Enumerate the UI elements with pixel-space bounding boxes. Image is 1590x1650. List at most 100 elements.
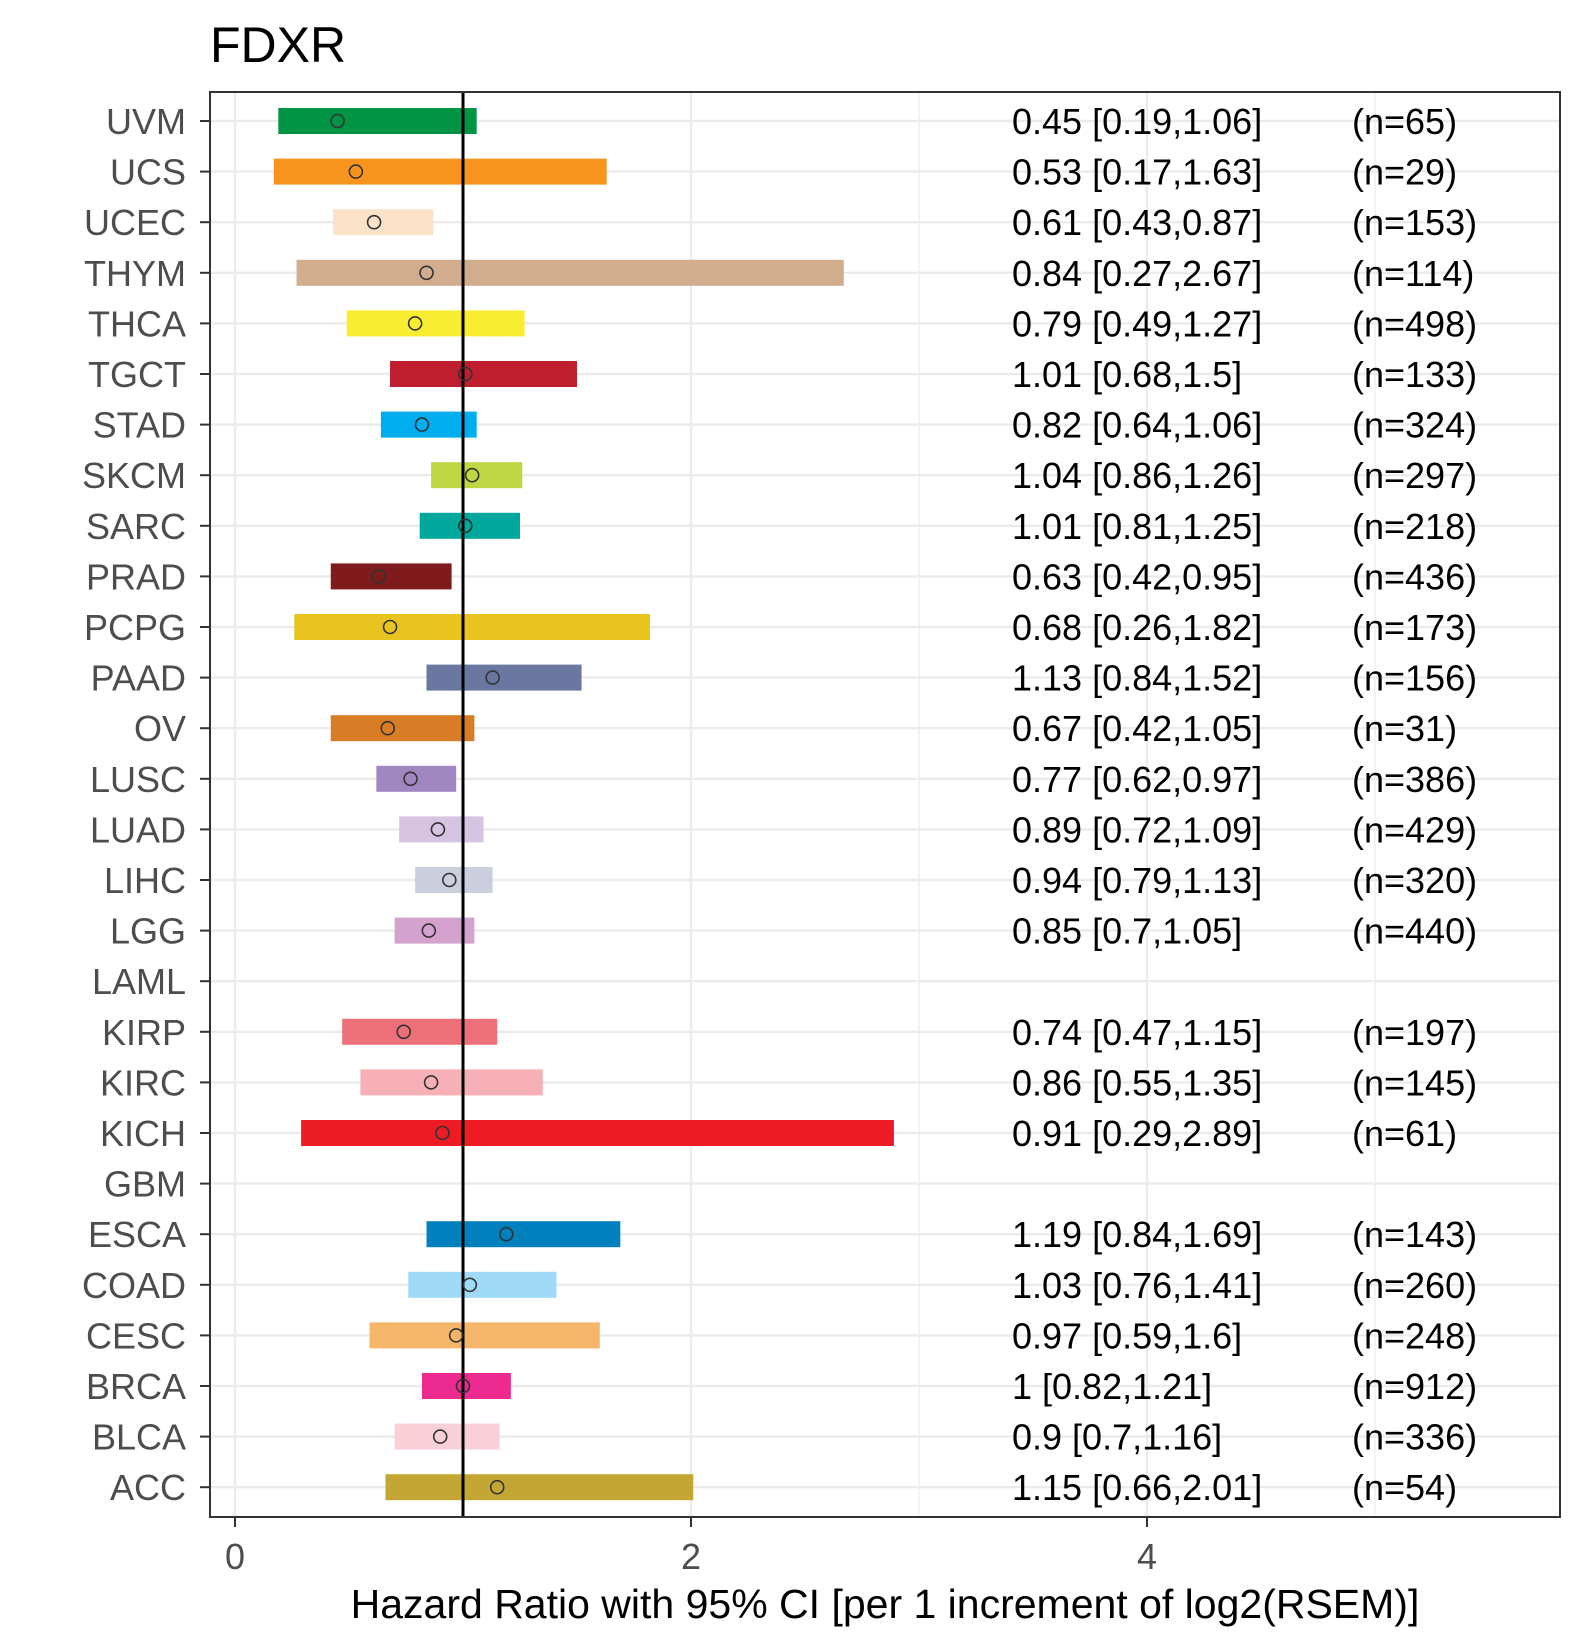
ci-bar-lihc	[415, 867, 493, 893]
ci-bar-coad	[408, 1271, 557, 1298]
ci-bar-sarc	[419, 512, 520, 539]
hr-ci-label-paad: 1.13 [0.84,1.52]	[1012, 658, 1262, 699]
n-label-pcpg: (n=173)	[1352, 607, 1477, 648]
hr-ci-label-kich: 0.91 [0.29,2.89]	[1012, 1113, 1262, 1154]
y-tick-label-ucec: UCEC	[84, 202, 186, 243]
hr-point-uvm	[330, 113, 345, 129]
hr-point-coad	[462, 1277, 478, 1293]
hr-ci-label-pcpg: 0.68 [0.26,1.82]	[1012, 607, 1262, 648]
hr-ci-label-acc: 1.15 [0.66,2.01]	[1012, 1467, 1262, 1508]
y-tick-label-thca: THCA	[88, 303, 186, 344]
hr-ci-label-thym: 0.84 [0.27,2.67]	[1012, 253, 1262, 294]
n-label-lihc: (n=320)	[1352, 860, 1477, 901]
y-tick-label-tgct: TGCT	[88, 354, 186, 395]
hr-point-pcpg	[382, 619, 398, 635]
hr-ci-label-uvm: 0.45 [0.19,1.06]	[1012, 101, 1262, 142]
hr-point-lusc	[403, 771, 418, 787]
ci-bar-paad	[426, 664, 582, 691]
hr-point-sarc	[457, 518, 473, 534]
hr-ci-label-sarc: 1.01 [0.81,1.25]	[1012, 506, 1262, 547]
n-label-lusc: (n=386)	[1352, 759, 1477, 800]
ci-bar-ucs	[273, 158, 607, 185]
y-tick-label-coad: COAD	[82, 1265, 186, 1306]
n-label-kirp: (n=197)	[1352, 1012, 1477, 1053]
hr-ci-label-cesc: 0.97 [0.59,1.6]	[1012, 1315, 1242, 1356]
y-tick-label-lgg: LGG	[110, 911, 186, 952]
hr-points	[330, 113, 514, 1495]
hr-ci-label-blca: 0.9 [0.7,1.16]	[1012, 1417, 1222, 1458]
n-label-uvm: (n=65)	[1352, 101, 1457, 142]
n-label-skcm: (n=297)	[1352, 455, 1477, 496]
ci-bar-lusc	[376, 765, 457, 792]
hr-point-acc	[489, 1479, 505, 1495]
y-tick-label-laml: LAML	[92, 961, 186, 1002]
n-label-prad: (n=436)	[1352, 556, 1477, 597]
n-label-blca: (n=336)	[1352, 1417, 1477, 1458]
hr-ci-label-prad: 0.63 [0.42,0.95]	[1012, 556, 1262, 597]
y-tick-label-stad: STAD	[93, 405, 186, 446]
hr-ci-label-coad: 1.03 [0.76,1.41]	[1012, 1265, 1262, 1306]
y-tick-label-ov: OV	[134, 708, 186, 749]
hr-ci-label-skcm: 1.04 [0.86,1.26]	[1012, 455, 1262, 496]
hr-point-luad	[430, 822, 446, 837]
n-label-ov: (n=31)	[1352, 708, 1457, 749]
hr-point-skcm	[464, 467, 480, 483]
hr-point-kirc	[423, 1075, 439, 1090]
hr-point-esca	[499, 1226, 514, 1242]
hr-ci-label-tgct: 1.01 [0.68,1.5]	[1012, 354, 1242, 395]
hr-ci-label-ucs: 0.53 [0.17,1.63]	[1012, 152, 1262, 193]
ci-bar-esca	[426, 1221, 621, 1248]
x-tick-label: 0	[225, 1536, 245, 1577]
hr-point-lihc	[442, 872, 457, 888]
hr-point-blca	[432, 1429, 448, 1444]
ci-bar-kirp	[342, 1018, 498, 1045]
n-label-tgct: (n=133)	[1352, 354, 1477, 395]
ci-bar-cesc	[369, 1322, 600, 1349]
ci-bars	[273, 108, 894, 1501]
ci-bar-kirc	[360, 1069, 543, 1096]
ci-bar-brca	[421, 1373, 511, 1399]
hr-ci-label-kirc: 0.86 [0.55,1.35]	[1012, 1062, 1262, 1103]
y-tick-label-esca: ESCA	[88, 1214, 186, 1255]
y-tick-label-luad: LUAD	[90, 809, 186, 850]
n-label-coad: (n=260)	[1352, 1265, 1477, 1306]
y-tick-label-sarc: SARC	[86, 506, 186, 547]
hr-point-ucs	[348, 164, 364, 179]
ci-bar-ov	[330, 715, 475, 742]
y-tick-label-thym: THYM	[84, 253, 186, 294]
ci-bar-uvm	[278, 108, 477, 134]
ci-bar-skcm	[431, 462, 523, 489]
hr-point-ov	[380, 720, 396, 736]
n-label-acc: (n=54)	[1352, 1467, 1457, 1508]
hr-point-thca	[407, 316, 423, 331]
n-label-brca: (n=912)	[1352, 1366, 1477, 1407]
hr-point-stad	[414, 417, 430, 432]
hr-point-ucec	[366, 214, 382, 230]
grid	[210, 92, 1560, 1517]
n-label-kirc: (n=145)	[1352, 1062, 1477, 1103]
ci-bar-tgct	[390, 361, 577, 387]
hr-ci-label-stad: 0.82 [0.64,1.06]	[1012, 405, 1262, 446]
hr-ci-label-lgg: 0.85 [0.7,1.05]	[1012, 911, 1242, 952]
hr-ci-label-esca: 1.19 [0.84,1.69]	[1012, 1214, 1262, 1255]
hr-point-lgg	[421, 923, 437, 938]
y-tick-label-blca: BLCA	[92, 1417, 186, 1458]
n-label-stad: (n=324)	[1352, 405, 1477, 446]
hr-point-cesc	[448, 1328, 464, 1343]
n-label-thca: (n=498)	[1352, 303, 1477, 344]
y-tick-label-kich: KICH	[100, 1113, 186, 1154]
ci-bar-luad	[399, 816, 484, 843]
y-tick-label-paad: PAAD	[91, 658, 186, 699]
y-tick-label-cesc: CESC	[86, 1315, 186, 1356]
x-tick-label: 4	[1137, 1536, 1157, 1577]
annotations: 0.45 [0.19,1.06] (n=65) 0.53 [0.17,1.63] (n…	[1012, 101, 1477, 1508]
n-label-kich: (n=61)	[1352, 1113, 1457, 1154]
n-label-sarc: (n=218)	[1352, 506, 1477, 547]
plot-border	[209, 91, 1561, 1518]
ci-bar-ucec	[333, 209, 434, 236]
y-tick-label-lusc: LUSC	[90, 759, 186, 800]
x-axis: 0 2 4	[225, 1517, 1157, 1577]
n-label-cesc: (n=248)	[1352, 1315, 1477, 1356]
hr-ci-label-thca: 0.79 [0.49,1.27]	[1012, 303, 1262, 344]
